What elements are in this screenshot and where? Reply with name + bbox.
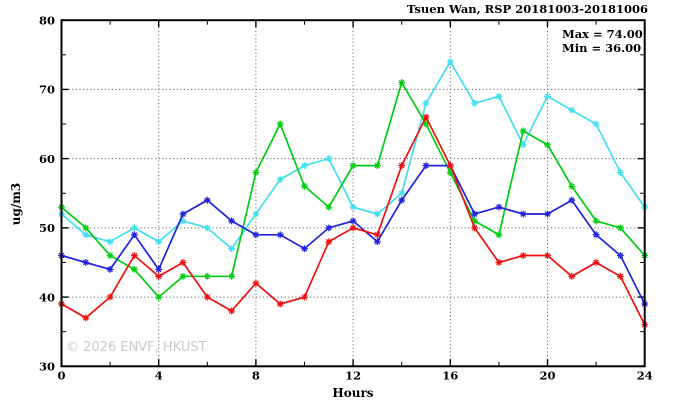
tick-labels: 30 40 50 60 70 80 0 4 8 12 16 20 24	[39, 13, 653, 382]
x-tick-label: 16	[442, 369, 458, 383]
chart-title: Tsuen Wan, RSP 20181003-20181006	[406, 2, 648, 16]
y-axis-label: ug/m3	[9, 182, 23, 226]
min-value-label: Min = 36.00	[562, 41, 642, 55]
y-tick-label: 50	[39, 221, 55, 235]
max-value-label: Max = 74.00	[562, 27, 643, 41]
x-tick-label: 12	[345, 369, 361, 383]
x-tick-label: 8	[252, 369, 260, 383]
y-tick-label: 30	[39, 360, 55, 374]
watermark: © 2026 ENVF, HKUST	[66, 340, 207, 355]
x-tick-label: 24	[637, 369, 653, 383]
y-tick-label: 80	[39, 13, 55, 27]
y-tick-label: 40	[39, 290, 55, 304]
series-cyan	[58, 58, 649, 253]
x-tick-label: 20	[539, 369, 555, 383]
plot-frame	[60, 19, 646, 368]
series-green-markers	[58, 79, 649, 301]
x-tick-label: 0	[57, 369, 65, 383]
y-tick-label: 60	[39, 152, 55, 166]
series-green	[58, 79, 649, 301]
x-axis-label: Hours	[332, 386, 374, 400]
series-cyan-markers	[58, 58, 649, 253]
grid-lines	[61, 20, 645, 367]
y-tick-label: 70	[39, 83, 55, 97]
stats-box: Max = 74.00 Min = 36.00	[562, 27, 643, 55]
x-tick-label: 4	[155, 369, 163, 383]
